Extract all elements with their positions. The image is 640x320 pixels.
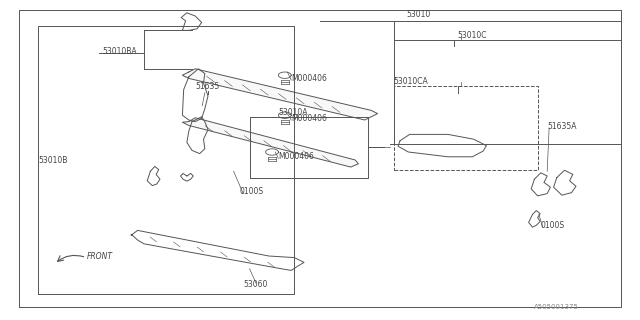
Text: A505001375: A505001375	[534, 304, 579, 310]
Text: M000406: M000406	[291, 114, 327, 123]
Text: 53010B: 53010B	[38, 156, 68, 164]
Polygon shape	[182, 118, 358, 167]
Text: FRONT: FRONT	[86, 252, 113, 261]
Text: 51635: 51635	[195, 82, 220, 91]
Text: 53010CA: 53010CA	[394, 77, 428, 86]
Text: 53010A: 53010A	[278, 108, 308, 116]
Polygon shape	[182, 69, 378, 120]
Text: 0100S: 0100S	[541, 221, 565, 230]
Text: M000406: M000406	[291, 74, 327, 83]
Text: 53060: 53060	[243, 280, 268, 289]
Text: 0100S: 0100S	[240, 188, 264, 196]
Text: 53010BA: 53010BA	[102, 47, 137, 56]
Text: 51635A: 51635A	[547, 122, 577, 131]
Text: M000406: M000406	[278, 152, 314, 161]
Text: 53010C: 53010C	[458, 31, 487, 40]
Text: 53010: 53010	[406, 10, 431, 19]
